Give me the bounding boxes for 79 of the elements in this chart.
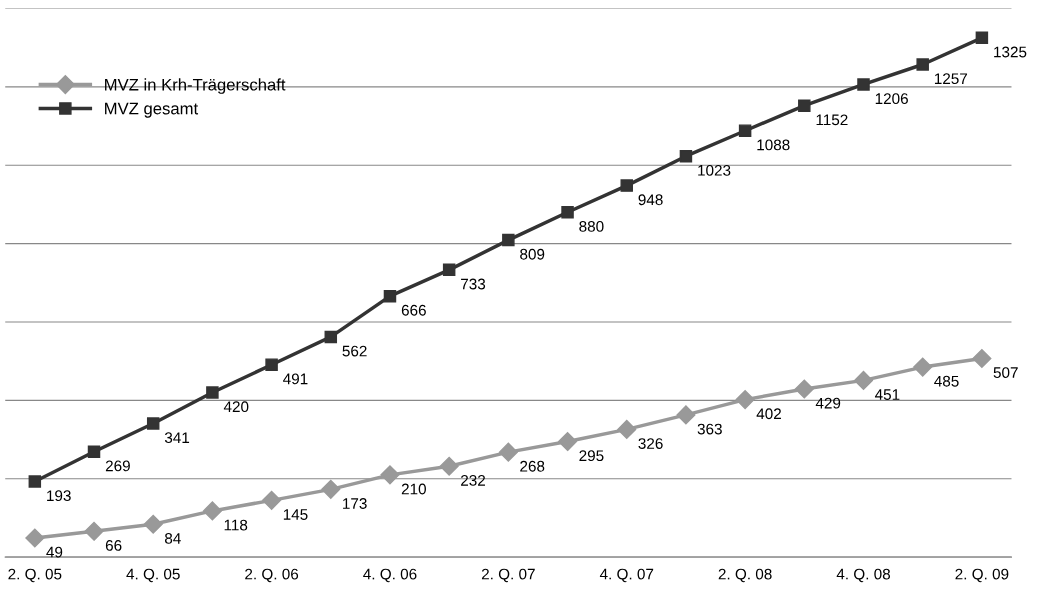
point — [502, 233, 515, 247]
data-label: 1152 — [816, 114, 848, 126]
data-label: 118 — [224, 519, 248, 531]
point — [28, 475, 42, 488]
data-label: 84 — [164, 532, 181, 544]
data-label: 66 — [105, 540, 122, 551]
point — [913, 357, 933, 377]
point — [262, 490, 282, 510]
point — [25, 528, 45, 548]
x-tick-label: 2. Q. 08 — [718, 568, 772, 583]
point — [143, 514, 163, 534]
data-label: 809 — [520, 248, 545, 260]
data-label: 402 — [756, 408, 781, 420]
point — [206, 386, 219, 399]
x-tick-label: 2. Q. 07 — [481, 568, 535, 583]
data-label: 485 — [934, 375, 959, 387]
point — [676, 405, 696, 425]
point — [87, 445, 101, 458]
data-label: 268 — [520, 460, 545, 472]
point — [439, 456, 459, 476]
data-label: 420 — [223, 401, 249, 413]
data-label: 193 — [47, 490, 71, 502]
data-label: 451 — [874, 389, 900, 400]
point — [146, 417, 160, 430]
data-label: 326 — [638, 438, 663, 449]
x-tick-label: 4. Q. 06 — [363, 568, 417, 583]
x-tick-label: 4. Q. 08 — [836, 568, 891, 583]
point — [324, 330, 338, 344]
legend-label: MVZ in Krh-Trägerschaft — [105, 78, 286, 94]
data-label: 507 — [993, 367, 1018, 379]
x-tick-label: 4. Q. 07 — [599, 568, 654, 583]
x-tick-label: 2. Q. 09 — [955, 568, 1009, 583]
data-label: 1206 — [875, 93, 908, 105]
data-label: 145 — [283, 509, 308, 520]
data-label: 210 — [401, 483, 426, 495]
point — [738, 124, 752, 137]
point — [380, 465, 400, 485]
point — [558, 432, 578, 452]
data-label: 666 — [401, 304, 426, 316]
point — [265, 358, 278, 371]
data-label: 232 — [461, 474, 485, 486]
x-tick-label: 4. Q. 05 — [126, 568, 180, 583]
point — [679, 149, 693, 163]
point — [853, 370, 874, 390]
data-label: 49 — [46, 546, 63, 558]
data-label: 295 — [579, 450, 604, 462]
point — [972, 348, 992, 368]
point — [794, 379, 814, 399]
point — [202, 501, 222, 521]
data-label: 1257 — [934, 73, 968, 85]
point — [620, 179, 633, 192]
point — [498, 442, 518, 462]
data-label: 1088 — [757, 139, 790, 151]
data-label: 1023 — [698, 164, 731, 176]
point — [735, 390, 755, 410]
point — [857, 78, 870, 91]
data-label: 363 — [697, 423, 722, 435]
point — [442, 263, 456, 277]
data-label: 491 — [283, 373, 308, 385]
point — [798, 99, 811, 112]
point — [84, 521, 104, 541]
data-label: 948 — [638, 194, 663, 206]
point — [916, 58, 929, 71]
legend-label: MVZ gesamt — [105, 102, 199, 118]
data-label: 341 — [164, 432, 190, 444]
x-tick-label: 2. Q. 06 — [245, 568, 299, 583]
data-label: 429 — [815, 397, 841, 409]
point — [561, 206, 574, 219]
data-label: 562 — [342, 345, 367, 357]
point — [383, 289, 397, 303]
x-tick-label: 2. Q. 05 — [8, 568, 62, 583]
data-label: 1325 — [994, 46, 1027, 58]
data-label: 173 — [343, 498, 367, 509]
data-label: 880 — [579, 220, 604, 232]
data-label: 733 — [461, 278, 486, 290]
point — [321, 479, 341, 499]
point — [617, 419, 637, 439]
data-label: 269 — [105, 460, 130, 472]
point — [975, 31, 989, 45]
